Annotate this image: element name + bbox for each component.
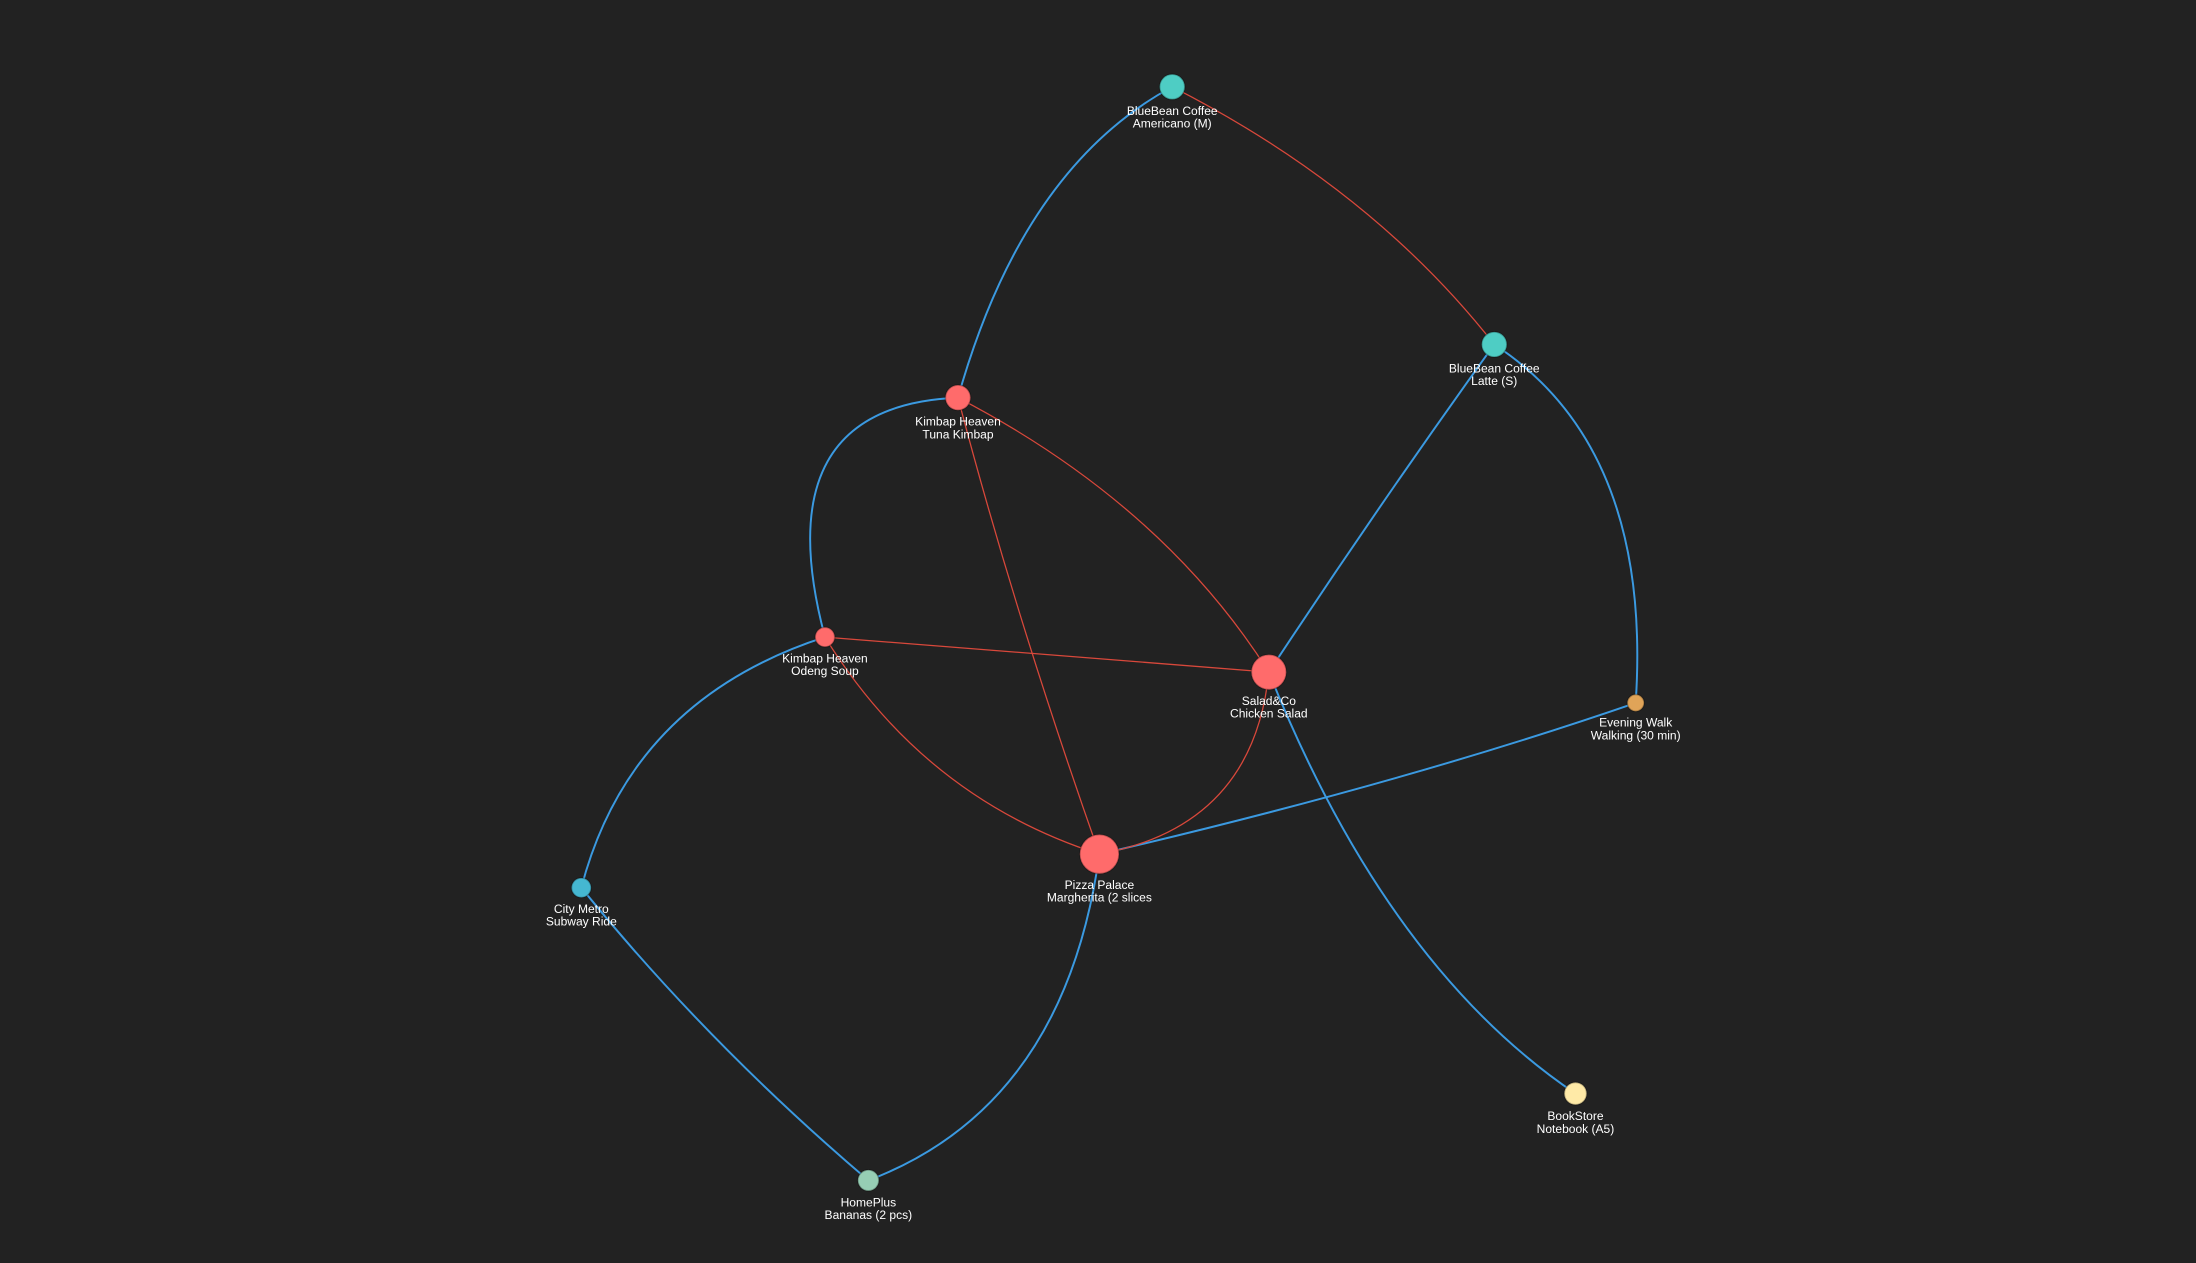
edge-odeng-salad — [824, 636, 1269, 673]
node-label-line2: Latte (S) — [1471, 374, 1517, 388]
node-circle[interactable] — [857, 1169, 880, 1192]
edges-layer — [580, 85, 1639, 1182]
node-label-line1: City Metro — [554, 902, 609, 916]
edge-salad-book — [1267, 671, 1577, 1095]
edge-latte-salad — [1268, 343, 1496, 673]
node-label-line1: Kimbap Heaven — [782, 651, 868, 665]
edge-odeng-pizza — [824, 636, 1100, 855]
edge-americano-latte — [1171, 86, 1495, 345]
node-label-line1: HomePlus — [841, 1195, 897, 1209]
node-label-line2: Chicken Salad — [1230, 707, 1308, 721]
node-label-line1: BookStore — [1547, 1109, 1603, 1123]
node-circle[interactable] — [570, 877, 592, 899]
node-label-line2: Notebook (A5) — [1537, 1122, 1615, 1136]
edge-salad-pizza — [1099, 672, 1270, 855]
node-circle[interactable] — [1078, 833, 1120, 875]
node-label-line2: Subway Ride — [546, 915, 617, 929]
node-label-line1: Evening Walk — [1599, 716, 1673, 730]
node-label-line1: Pizza Palace — [1065, 878, 1135, 892]
node-circle[interactable] — [1250, 653, 1288, 691]
edge-odeng-metro — [580, 636, 826, 888]
node-label-line1: BlueBean Coffee — [1127, 104, 1218, 118]
edge-tuna-odeng — [809, 396, 959, 638]
node-label-line2: Odeng Soup — [791, 664, 859, 678]
edge-pizza-walk — [1099, 701, 1637, 856]
edge-metro-homeplus — [580, 887, 869, 1182]
edge-homeplus-pizza — [868, 854, 1101, 1182]
node-label-line2: Tuna Kimbap — [922, 427, 993, 441]
node-circle[interactable] — [814, 626, 836, 648]
node-circle[interactable] — [1626, 693, 1645, 713]
node-label-line1: Salad&Co — [1242, 694, 1296, 708]
node-label-line2: Margherita (2 slices — [1047, 891, 1152, 905]
node-label-line1: Kimbap Heaven — [915, 415, 1001, 429]
node-label-line1: BlueBean Coffee — [1449, 361, 1540, 375]
node-label-line2: Americano (M) — [1133, 116, 1212, 130]
node-circle[interactable] — [944, 384, 972, 412]
edge-walk-latte — [1493, 343, 1639, 703]
node-label-line2: Walking (30 min) — [1591, 728, 1681, 742]
edge-tuna-salad — [957, 397, 1270, 673]
node-circle[interactable] — [1480, 331, 1508, 358]
node-circle[interactable] — [1563, 1081, 1588, 1106]
node-label-line2: Bananas (2 pcs) — [825, 1208, 913, 1222]
node-circle[interactable] — [1158, 73, 1186, 101]
edge-americano-tuna — [957, 85, 1173, 398]
edge-tuna-pizza — [957, 397, 1100, 855]
